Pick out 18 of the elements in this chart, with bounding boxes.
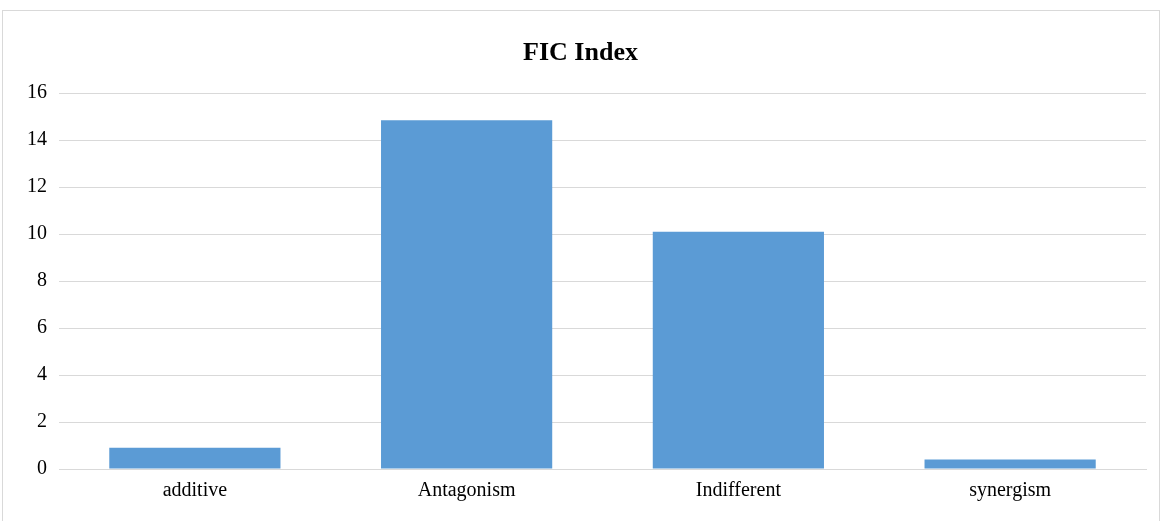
y-tick-label: 10 [27,221,47,244]
chart-title: FIC Index [523,37,638,67]
y-tick-label: 2 [37,409,47,432]
y-tick-label: 14 [27,127,47,150]
x-tick-label: additive [162,478,228,501]
bar [109,447,281,469]
y-tick-label: 0 [37,456,47,479]
y-tick-label: 12 [27,174,47,197]
y-tick-label: 4 [37,362,47,385]
x-tick-label: Indifferent [695,478,782,501]
y-tick-label: 6 [37,315,47,338]
bar [652,231,824,469]
bar [381,120,553,469]
x-tick-label: Antagonism [417,478,516,502]
y-tick-label: 16 [27,80,47,103]
x-tick-label: synergism [969,478,1052,502]
y-tick-label: 8 [37,268,47,291]
bar [924,459,1096,469]
